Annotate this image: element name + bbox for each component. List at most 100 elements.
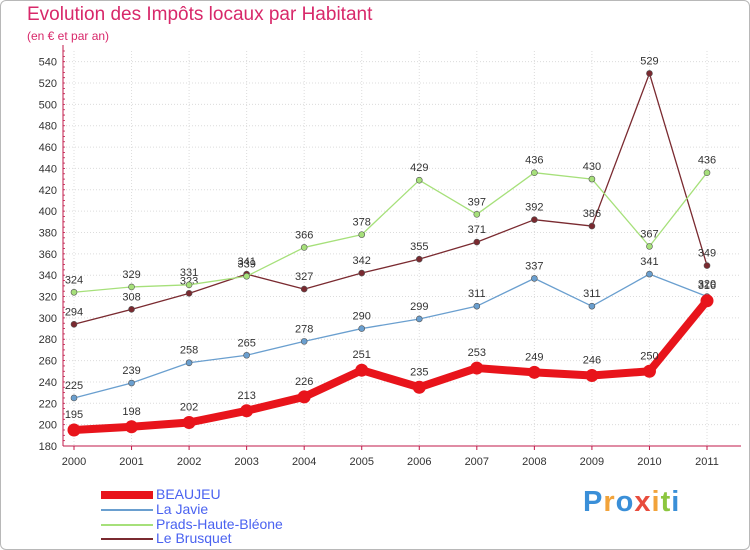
logo-letter: i [671,486,681,518]
legend-swatch-prads-haute-bleone [101,524,153,526]
logo-letter: o [615,486,635,518]
data-point-le-brusquet [358,269,366,277]
data-label-beaujeu: 226 [295,376,313,388]
data-label-le-brusquet: 371 [468,224,486,236]
data-label-prads-haute-bleone: 331 [180,267,198,279]
data-label-beaujeu: 235 [410,366,428,378]
x-tick-label: 2001 [119,456,143,468]
legend-swatch-le-brusquet [101,538,153,540]
data-point-prads-haute-bleone [473,211,481,218]
data-label-la-javie: 311 [583,288,601,300]
data-point-prads-haute-bleone [128,283,135,291]
y-tick-label: 380 [39,227,57,239]
logo-letter: r [603,486,616,518]
y-tick-label: 200 [39,420,57,432]
data-point-prads-haute-bleone [531,169,538,177]
data-point-beaujeu [585,369,599,383]
data-label-la-javie: 239 [122,365,140,377]
y-tick-label: 340 [39,270,57,282]
data-point-le-brusquet [703,262,711,269]
x-tick-label: 2002 [177,456,201,468]
data-label-prads-haute-bleone: 436 [698,155,716,167]
data-label-le-brusquet: 392 [525,202,543,214]
data-point-beaujeu [470,361,484,375]
data-point-prads-haute-bleone [243,272,250,280]
data-point-le-brusquet [415,255,423,263]
legend-label-le-brusquet: Le Brusquet [156,530,232,546]
chart-subtitle: (en € et par an) [27,29,110,43]
data-point-beaujeu [125,420,139,434]
data-label-beaujeu: 251 [353,349,371,361]
data-label-le-brusquet: 308 [122,291,140,303]
data-point-la-javie [70,394,78,402]
y-tick-label: 320 [39,292,57,304]
data-point-le-brusquet [185,290,193,297]
data-point-la-javie [128,379,135,387]
legend-label-prads-haute-bleone: Prads-Haute-Bléone [156,516,283,532]
y-tick-label: 420 [39,185,57,197]
x-tick-label: 2010 [637,456,661,468]
x-tick-label: 2003 [234,456,258,468]
x-tick-label: 2011 [695,456,719,468]
y-tick-label: 540 [39,57,57,69]
legend-swatch-la-javie [101,509,153,511]
data-label-prads-haute-bleone: 329 [122,269,140,281]
data-point-la-javie [243,351,250,359]
data-label-le-brusquet: 341 [237,256,255,268]
data-point-le-brusquet [128,306,135,313]
logo-letter: x [634,486,652,518]
data-label-le-brusquet: 386 [583,208,601,220]
data-point-prads-haute-bleone [415,176,423,184]
data-label-beaujeu: 195 [65,409,83,421]
data-point-la-javie [646,270,653,278]
data-label-la-javie: 290 [353,311,371,323]
data-label-la-javie: 265 [237,337,255,349]
data-point-le-brusquet [300,285,308,293]
data-label-beaujeu: 246 [583,355,601,367]
data-label-la-javie: 258 [180,345,198,357]
x-tick-label: 2008 [522,456,546,468]
data-label-beaujeu: 316 [698,280,716,292]
data-point-le-brusquet [646,70,653,77]
series-line-prads-haute-bleone [73,172,708,293]
y-tick-label: 520 [39,78,57,90]
data-point-prads-haute-bleone [70,288,78,296]
data-point-prads-haute-bleone [358,231,366,238]
x-tick-label: 2007 [465,456,489,468]
y-tick-label: 240 [39,377,57,389]
y-tick-label: 180 [39,441,57,453]
data-label-le-brusquet: 294 [65,306,83,318]
x-tick-label: 2004 [292,456,316,468]
data-point-beaujeu [240,404,254,418]
y-tick-label: 220 [39,398,57,410]
y-tick-label: 260 [39,356,57,368]
proxiti-logo: Proxiti [583,486,680,519]
data-label-prads-haute-bleone: 378 [353,217,371,229]
data-point-le-brusquet [473,238,481,246]
data-label-prads-haute-bleone: 339 [237,258,255,270]
y-tick-label: 280 [39,334,57,346]
data-point-le-brusquet [531,216,538,223]
data-point-beaujeu [642,364,656,378]
data-point-le-brusquet [70,320,78,328]
data-point-beaujeu [412,380,426,394]
logo-letter: t [660,486,672,518]
data-point-prads-haute-bleone [300,244,308,251]
data-label-le-brusquet: 327 [295,271,313,283]
data-point-beaujeu [297,390,311,404]
data-label-beaujeu: 198 [122,406,140,418]
data-point-le-brusquet [588,222,596,230]
data-point-la-javie [185,359,193,367]
data-point-prads-haute-bleone [703,169,711,177]
y-tick-label: 300 [39,313,57,325]
data-label-beaujeu: 253 [468,347,486,359]
data-label-prads-haute-bleone: 397 [468,196,486,208]
data-point-beaujeu [355,363,369,377]
data-point-la-javie [588,302,596,310]
data-label-beaujeu: 250 [640,350,658,362]
data-label-la-javie: 341 [640,256,658,268]
data-point-la-javie [473,302,481,310]
data-label-prads-haute-bleone: 429 [410,162,428,174]
